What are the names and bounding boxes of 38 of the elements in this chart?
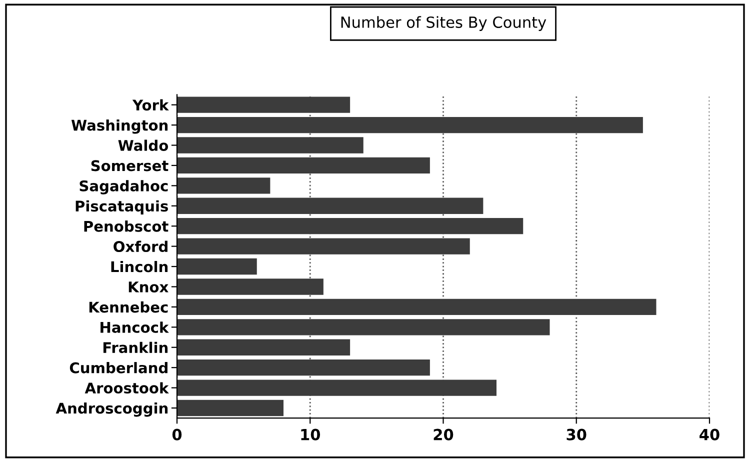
x-tick-label: 40 — [700, 428, 720, 440]
x-tick-label: 30 — [566, 428, 586, 440]
bar — [177, 258, 257, 275]
bar — [177, 198, 484, 214]
x-tick-label: 20 — [434, 428, 454, 440]
y-tick-label: Lincoln — [111, 260, 168, 272]
y-tick-label: Knox — [128, 282, 168, 292]
y-tick-label: Washington — [71, 119, 168, 134]
bar — [177, 218, 524, 234]
y-tick-label: Waldo — [118, 140, 168, 151]
y-tick-label: Hancock — [100, 322, 169, 333]
bar — [177, 278, 324, 295]
bar — [177, 157, 430, 174]
y-tick-label: Sagadahoc — [80, 180, 168, 194]
bar — [177, 359, 430, 376]
y-tick-label: Aroostook — [84, 382, 169, 394]
bar — [177, 238, 470, 254]
bar — [177, 178, 270, 194]
bar — [177, 400, 284, 416]
y-tick-label: York — [132, 99, 169, 111]
bar — [177, 339, 350, 356]
x-tick-label: 0 — [172, 428, 182, 440]
y-tick-label: Oxford — [114, 240, 168, 252]
bar — [177, 137, 364, 154]
y-tick-label: Cumberland — [70, 362, 168, 374]
y-tick-label: Penobscot — [84, 220, 168, 232]
y-tick-label: Somerset — [91, 160, 168, 172]
chart-title: Number of Sites By County — [341, 16, 546, 31]
y-tick-label: Franklin — [103, 342, 168, 354]
y-tick-label: Androscoggin — [56, 402, 168, 417]
y-tick-label: Kennebec — [89, 301, 168, 313]
bar — [177, 380, 496, 396]
bar — [177, 319, 550, 336]
bar — [177, 298, 656, 316]
x-tick-label: 10 — [301, 428, 320, 440]
bar — [177, 116, 643, 134]
bar — [177, 96, 350, 113]
y-tick-label: Piscataquis — [76, 200, 168, 214]
